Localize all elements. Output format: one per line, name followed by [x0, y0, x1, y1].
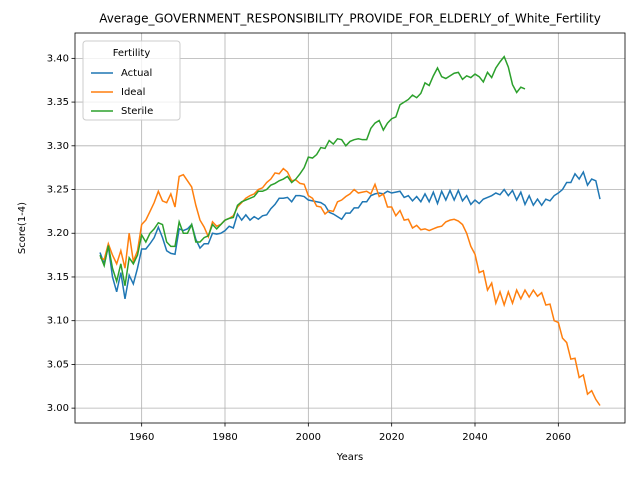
y-tick-label: 3.25 — [47, 185, 69, 196]
legend-title: Fertility — [113, 48, 151, 59]
x-tick-label: 2020 — [379, 432, 404, 443]
y-tick-label: 3.20 — [47, 228, 69, 239]
x-tick-label: 2000 — [296, 432, 321, 443]
data-line — [99, 167, 601, 406]
y-tick-label: 3.40 — [47, 53, 69, 64]
y-tick-label: 3.00 — [47, 403, 69, 414]
legend-label: Sterile — [121, 106, 153, 117]
x-tick-label: 1980 — [212, 432, 237, 443]
plot-frame — [74, 32, 626, 424]
x-tick-label: 2040 — [462, 432, 487, 443]
y-axis-label: Score(1-4) — [17, 202, 28, 254]
y-tick-label: 3.15 — [47, 272, 69, 283]
y-tick-label: 3.35 — [47, 97, 69, 108]
y-tick-label: 3.10 — [47, 316, 69, 327]
legend-label: Actual — [121, 68, 152, 79]
legend-box — [82, 40, 181, 121]
chart-title: Average_GOVERNMENT_RESPONSIBILITY_PROVID… — [99, 12, 601, 26]
legend-label: Ideal — [121, 87, 145, 98]
x-tick-label: 2060 — [546, 432, 571, 443]
legend: Fertility Actual Ideal Sterile — [82, 40, 181, 121]
data-line — [99, 170, 601, 299]
x-axis-label: Years — [336, 452, 363, 463]
y-tick-label: 3.05 — [47, 359, 69, 370]
data-line — [99, 55, 526, 286]
x-tick-label: 1960 — [129, 432, 154, 443]
y-tick-label: 3.30 — [47, 141, 69, 152]
